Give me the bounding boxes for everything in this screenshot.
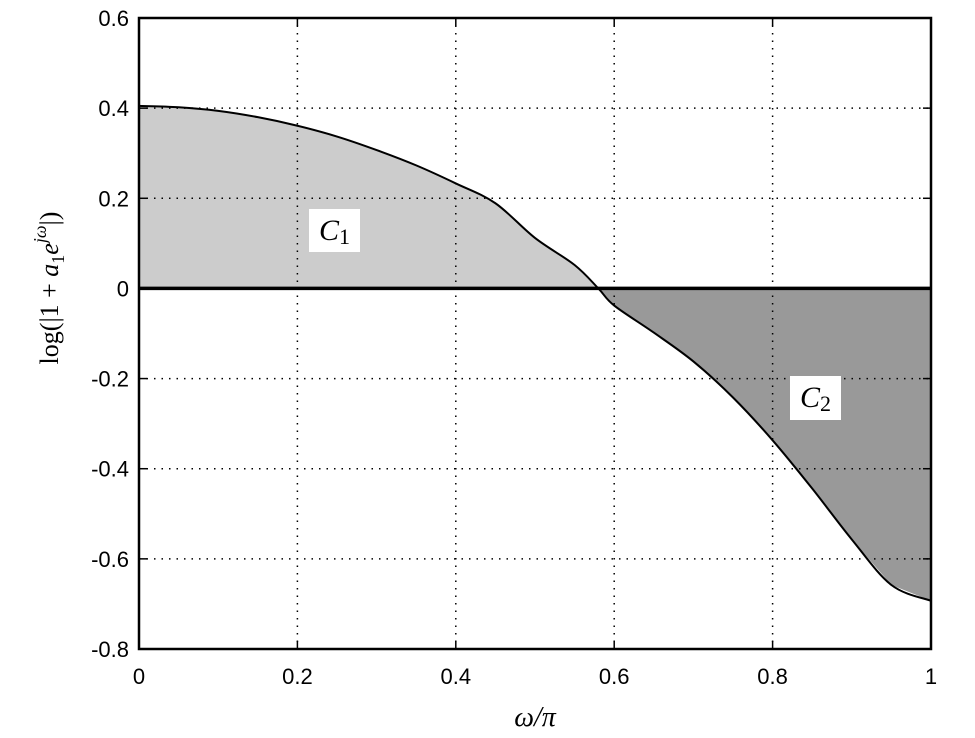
y-tick-label: 0.6	[98, 6, 129, 31]
y-tick-label: -0.8	[91, 637, 129, 662]
x-tick-label: 0.8	[757, 664, 788, 689]
y-tick-label: 0.2	[98, 186, 129, 211]
y-tick-label: -0.2	[91, 367, 129, 392]
x-tick-label: 0	[133, 664, 145, 689]
c1-label-text: C	[318, 213, 339, 247]
data-curve	[138, 104, 932, 602]
c1-label-subscript: 1	[339, 223, 350, 249]
x-tick-label: 0.6	[599, 664, 630, 689]
y-tick-label: -0.4	[91, 457, 129, 482]
y-tick-label: 0	[117, 276, 129, 301]
c2-fill-area	[598, 288, 931, 601]
x-tick-label: 0.2	[282, 664, 313, 689]
x-tick-label: 1	[925, 664, 937, 689]
x-axis-label: ω/π	[514, 702, 557, 733]
y-axis-label: log(|1 + a1ejω|)	[30, 212, 68, 365]
c1-fill-area	[139, 105, 599, 289]
svg-text:log(|1 + a1ejω|): log(|1 + a1ejω|)	[30, 212, 68, 365]
plot-frame	[137, 16, 933, 651]
c2-label-subscript: 2	[820, 391, 831, 416]
y-tick-label: -0.6	[91, 547, 129, 572]
y-tick-label: 0.4	[98, 96, 129, 121]
x-tick-label: 0.4	[441, 664, 472, 689]
c2-label-text: C	[799, 381, 820, 414]
